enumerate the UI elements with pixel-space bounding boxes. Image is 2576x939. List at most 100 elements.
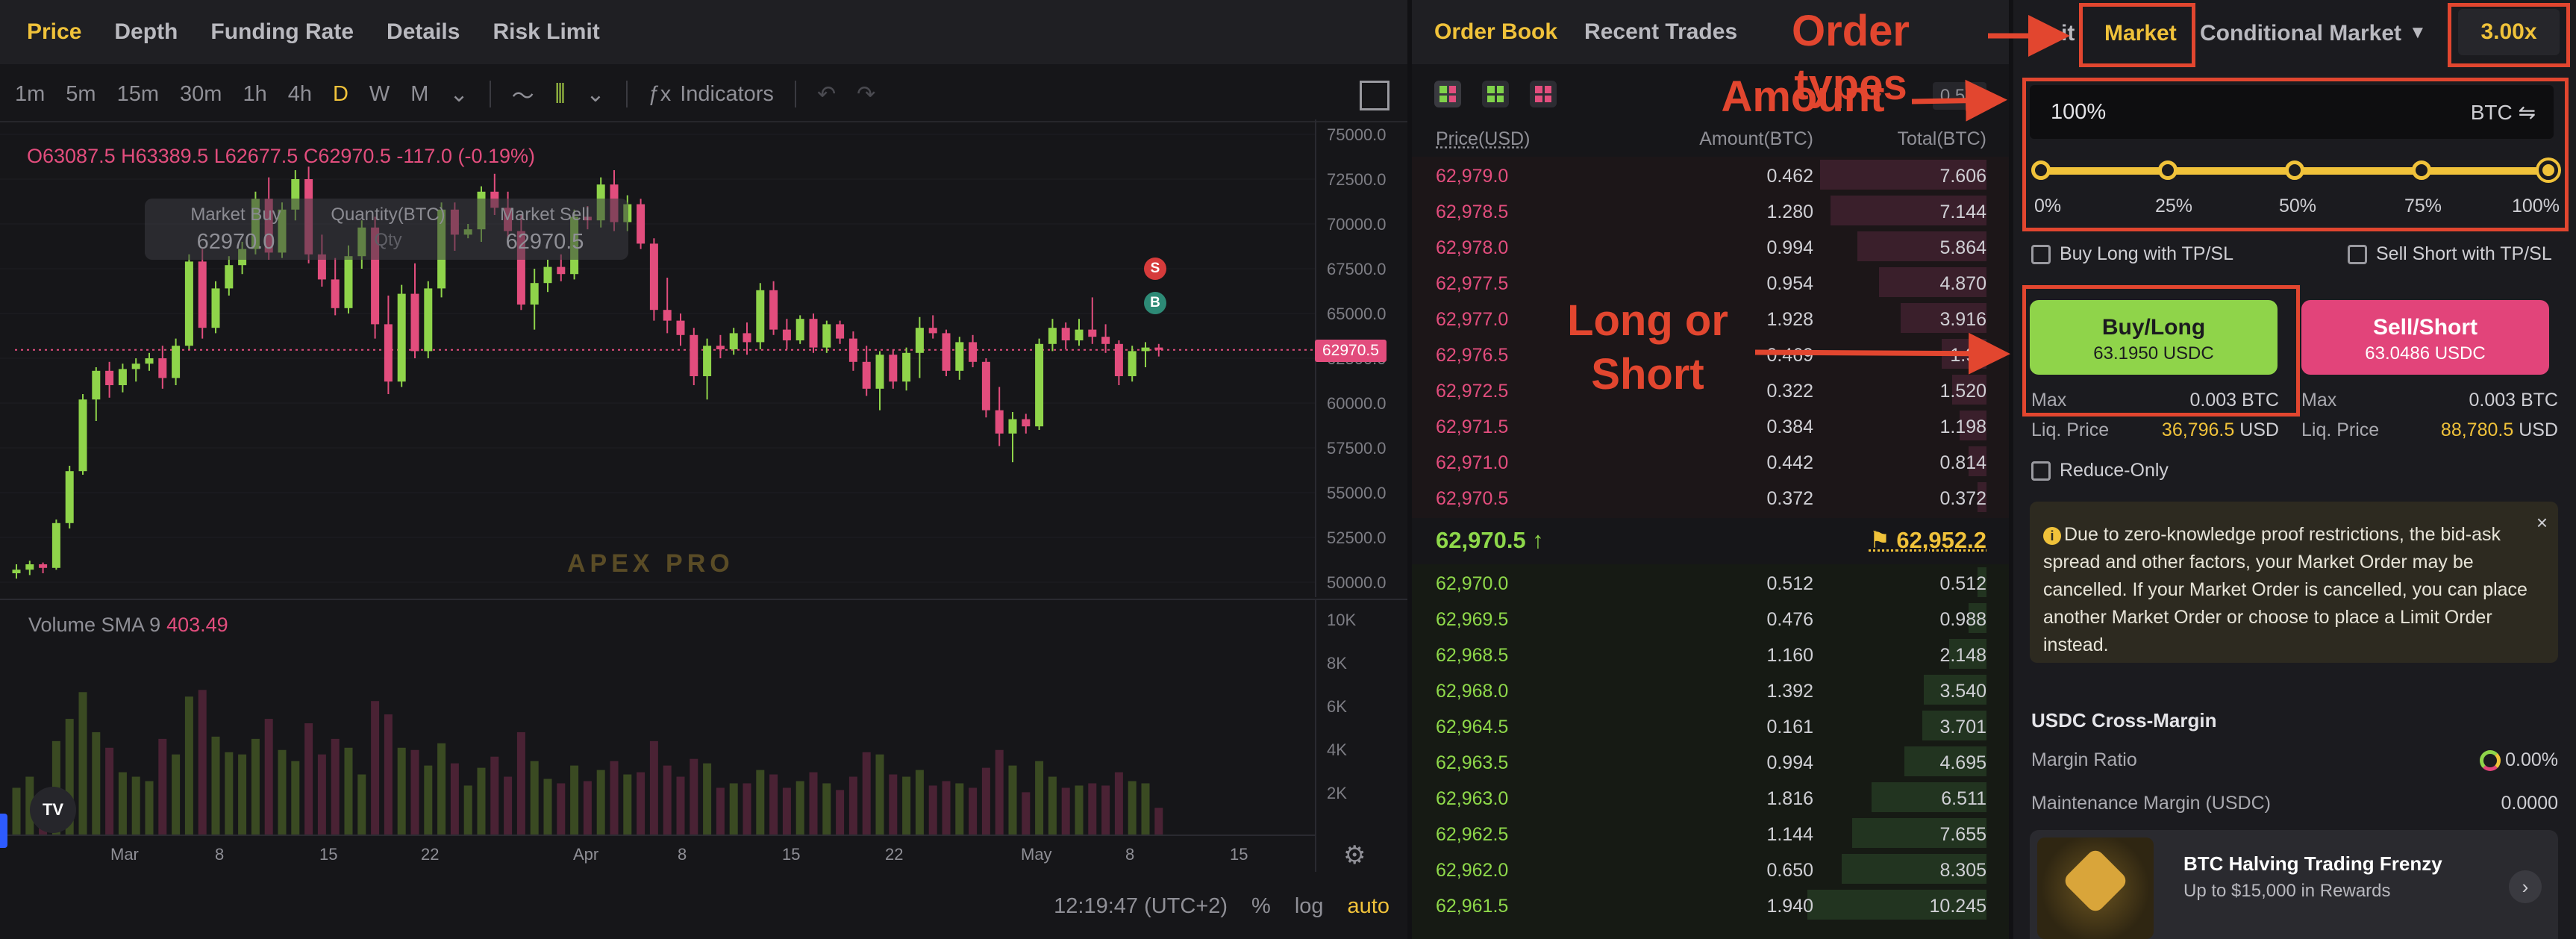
date-tick: Mar xyxy=(110,845,139,864)
timeframe-1m[interactable]: 1m xyxy=(15,81,46,106)
slider-stop-50[interactable] xyxy=(2285,160,2304,180)
ask-row[interactable]: 62,978.5 1.280 7.144 xyxy=(1412,193,2009,228)
timeframe-5m[interactable]: 5m xyxy=(66,81,96,106)
slider-handle[interactable] xyxy=(2539,160,2558,180)
order-book-panel: Order Book Recent Trades 0.5 ▾ Price(USD… xyxy=(1412,0,2009,939)
leverage-button[interactable]: 3.00x xyxy=(2458,9,2560,55)
ask-row[interactable]: 62,979.0 0.462 7.606 xyxy=(1412,157,2009,193)
bid-row[interactable]: 62,964.5 0.161 3.701 xyxy=(1412,708,2009,743)
timeframe-1h[interactable]: 1h xyxy=(243,81,267,106)
volume-bar xyxy=(1101,785,1110,835)
redo-icon[interactable]: ↷ xyxy=(857,81,876,107)
candlestick-icon[interactable]: ⫼ xyxy=(554,81,566,106)
ask-row[interactable]: 62,970.5 0.372 0.372 xyxy=(1412,479,2009,515)
asks-view-icon[interactable] xyxy=(1530,81,1557,107)
row-price: 62,971.5 xyxy=(1436,417,1509,437)
bid-row[interactable]: 62,961.5 1.940 10.245 xyxy=(1412,887,2009,923)
ask-row[interactable]: 62,971.5 0.384 1.198 xyxy=(1412,408,2009,443)
slider-stop-25[interactable] xyxy=(2158,160,2178,180)
close-icon[interactable]: × xyxy=(2536,511,2548,534)
margin-ratio-row: Margin Ratio 0.00% xyxy=(2031,749,2558,772)
scale-auto[interactable]: auto xyxy=(1347,893,1389,918)
volume-bar xyxy=(557,783,566,835)
chevron-right-icon[interactable]: › xyxy=(2509,870,2542,903)
bid-row[interactable]: 62,968.5 1.160 2.148 xyxy=(1412,636,2009,672)
row-price: 62,970.0 xyxy=(1436,573,1509,594)
tab-funding-rate[interactable]: Funding Rate xyxy=(210,19,354,44)
price-step-select[interactable]: 0.5 ▾ xyxy=(1932,82,1986,110)
buy-long-button[interactable]: Buy/Long 63.1950 USDC xyxy=(2030,300,2278,375)
sell-short-button[interactable]: Sell/Short 63.0486 USDC xyxy=(2301,300,2549,375)
tab-depth[interactable]: Depth xyxy=(114,19,178,44)
tab-order-book[interactable]: Order Book xyxy=(1434,19,1558,44)
gear-icon[interactable]: ⚙ xyxy=(1343,841,1366,870)
sell-tpsl-checkbox[interactable]: Sell Short with TP/SL xyxy=(2348,243,2552,265)
line-chart-icon[interactable]: 〜 xyxy=(511,84,534,109)
tab-details[interactable]: Details xyxy=(387,19,460,44)
slider-stop-0[interactable] xyxy=(2031,160,2051,180)
ask-row[interactable]: 62,971.0 0.442 0.814 xyxy=(1412,443,2009,479)
ask-row[interactable]: 62,978.0 0.994 5.864 xyxy=(1412,228,2009,264)
ask-row[interactable]: 62,972.5 0.322 1.520 xyxy=(1412,372,2009,408)
tradingview-logo[interactable]: TV xyxy=(30,787,76,833)
volume-bar xyxy=(304,723,313,835)
timeframe-w[interactable]: W xyxy=(369,81,390,106)
side-handle[interactable] xyxy=(0,814,7,848)
bid-row[interactable]: 62,968.0 1.392 3.540 xyxy=(1412,672,2009,708)
depth-bar xyxy=(1900,303,1986,333)
quantity-placeholder: Qty xyxy=(374,230,402,250)
tab-recent-trades[interactable]: Recent Trades xyxy=(1584,19,1738,44)
date-axis[interactable]: Mar 8 15 22 Apr 8 15 22 May 8 15 xyxy=(0,835,1315,872)
reduce-only-checkbox[interactable]: Reduce-Only xyxy=(2031,460,2169,481)
bid-row[interactable]: 62,962.5 1.144 7.655 xyxy=(1412,815,2009,851)
row-amount: 1.816 xyxy=(1766,788,1813,809)
timeframe-d[interactable]: D xyxy=(332,81,348,106)
slider-stop-75[interactable] xyxy=(2412,160,2431,180)
bid-row[interactable]: 62,969.5 0.476 0.988 xyxy=(1412,600,2009,636)
bids-view-icon[interactable] xyxy=(1482,81,1509,107)
bid-row[interactable]: 62,962.0 0.650 8.305 xyxy=(1412,851,2009,887)
candle xyxy=(184,261,193,346)
caret-down-icon[interactable]: ▼ xyxy=(2409,22,2427,43)
undo-icon[interactable]: ↶ xyxy=(816,81,837,107)
scale-log[interactable]: log xyxy=(1294,893,1324,918)
timeframe-4h[interactable]: 4h xyxy=(287,81,312,106)
sell-signal-marker[interactable]: S xyxy=(1144,258,1166,280)
amount-input[interactable]: 100% BTC ⇋ xyxy=(2030,85,2554,139)
tab-risk-limit[interactable]: Risk Limit xyxy=(493,19,600,44)
both-sides-view-icon[interactable] xyxy=(1434,81,1461,107)
mark-price[interactable]: ⚑ 62,952.2 xyxy=(1869,527,1986,554)
tab-limit-partial[interactable]: it xyxy=(2061,21,2075,46)
ask-row[interactable]: 62,977.5 0.954 4.870 xyxy=(1412,264,2009,300)
volume-bar xyxy=(184,696,193,835)
promo-banner[interactable]: BTC Halving Trading Frenzy Up to $15,000… xyxy=(2030,830,2558,939)
scale-percent[interactable]: % xyxy=(1251,893,1271,918)
date-tick: 8 xyxy=(1125,845,1135,864)
volume-tick: 10K xyxy=(1327,611,1357,629)
volume-bar xyxy=(264,719,273,835)
tab-price[interactable]: Price xyxy=(27,19,82,44)
chart-bottom-bar: 12:19:47 (UTC+2) % log auto xyxy=(0,873,1407,939)
timeframe-m[interactable]: M xyxy=(410,81,429,106)
market-sell-button[interactable]: Market Sell 62970.5 xyxy=(485,205,604,255)
buy-tpsl-checkbox[interactable]: Buy Long with TP/SL xyxy=(2031,243,2233,265)
ask-row[interactable]: 62,977.0 1.928 3.916 xyxy=(1412,300,2009,336)
buy-signal-marker[interactable]: B xyxy=(1144,292,1166,314)
candle xyxy=(809,319,818,348)
tab-market[interactable]: Market xyxy=(2104,21,2177,46)
market-buy-button[interactable]: Market Buy 62970.0 xyxy=(176,205,296,255)
fullscreen-icon[interactable] xyxy=(1360,81,1389,110)
timeframe-15m[interactable]: 15m xyxy=(116,81,160,106)
bid-row[interactable]: 62,970.0 0.512 0.512 xyxy=(1412,564,2009,600)
pane-divider[interactable] xyxy=(0,599,1407,600)
bid-row[interactable]: 62,963.5 0.994 4.695 xyxy=(1412,743,2009,779)
quantity-field[interactable]: Quantity(BTC) Qty xyxy=(321,205,455,251)
timeframe-30m[interactable]: 30m xyxy=(180,81,222,106)
unit-switch[interactable]: BTC ⇋ xyxy=(2470,101,2536,124)
volume-bar xyxy=(716,787,725,835)
bid-row[interactable]: 62,963.0 1.816 6.511 xyxy=(1412,779,2009,815)
indicators-button[interactable]: ƒx Indicators xyxy=(648,82,774,107)
chevron-down-icon[interactable]: ⌄ xyxy=(586,81,605,107)
chevron-down-icon[interactable]: ⌄ xyxy=(449,81,469,107)
tab-conditional-market[interactable]: Conditional Market xyxy=(2200,21,2402,46)
